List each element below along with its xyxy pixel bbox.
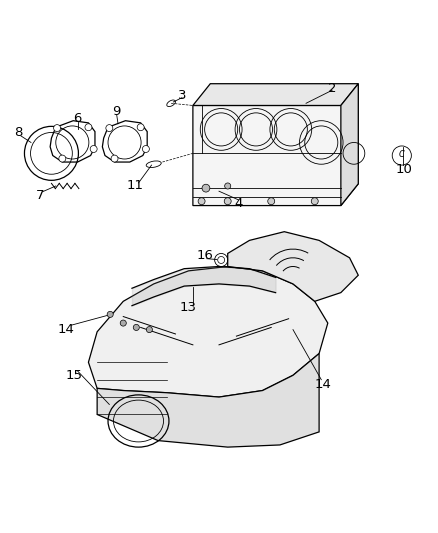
Circle shape: [107, 311, 113, 318]
Text: 11: 11: [127, 180, 144, 192]
Text: 9: 9: [113, 105, 121, 118]
Text: 8: 8: [14, 126, 23, 139]
Circle shape: [111, 155, 118, 162]
Polygon shape: [193, 84, 358, 206]
Polygon shape: [97, 353, 319, 447]
Circle shape: [146, 327, 152, 333]
Circle shape: [224, 198, 231, 205]
Circle shape: [85, 124, 92, 131]
Circle shape: [106, 125, 113, 132]
Circle shape: [198, 198, 205, 205]
Text: 3: 3: [178, 89, 186, 102]
Text: 2: 2: [328, 82, 336, 94]
Text: 10: 10: [396, 164, 413, 176]
Text: 16: 16: [197, 249, 213, 262]
Circle shape: [53, 125, 60, 132]
Circle shape: [311, 198, 318, 205]
Text: 14: 14: [314, 377, 331, 391]
Text: 6: 6: [74, 112, 82, 125]
Polygon shape: [193, 84, 358, 106]
Circle shape: [133, 325, 139, 330]
Circle shape: [268, 198, 275, 205]
Polygon shape: [341, 84, 358, 206]
Text: 4: 4: [234, 197, 243, 210]
Circle shape: [225, 183, 231, 189]
Polygon shape: [88, 266, 328, 397]
Text: 7: 7: [36, 189, 45, 202]
Circle shape: [120, 320, 126, 326]
Circle shape: [59, 155, 66, 162]
Circle shape: [137, 124, 144, 131]
Circle shape: [202, 184, 210, 192]
Circle shape: [142, 146, 149, 152]
Text: C: C: [399, 150, 405, 159]
Text: 14: 14: [57, 323, 74, 336]
Text: 13: 13: [180, 301, 197, 314]
Polygon shape: [228, 232, 358, 301]
Circle shape: [90, 146, 97, 152]
Text: 15: 15: [66, 369, 83, 382]
